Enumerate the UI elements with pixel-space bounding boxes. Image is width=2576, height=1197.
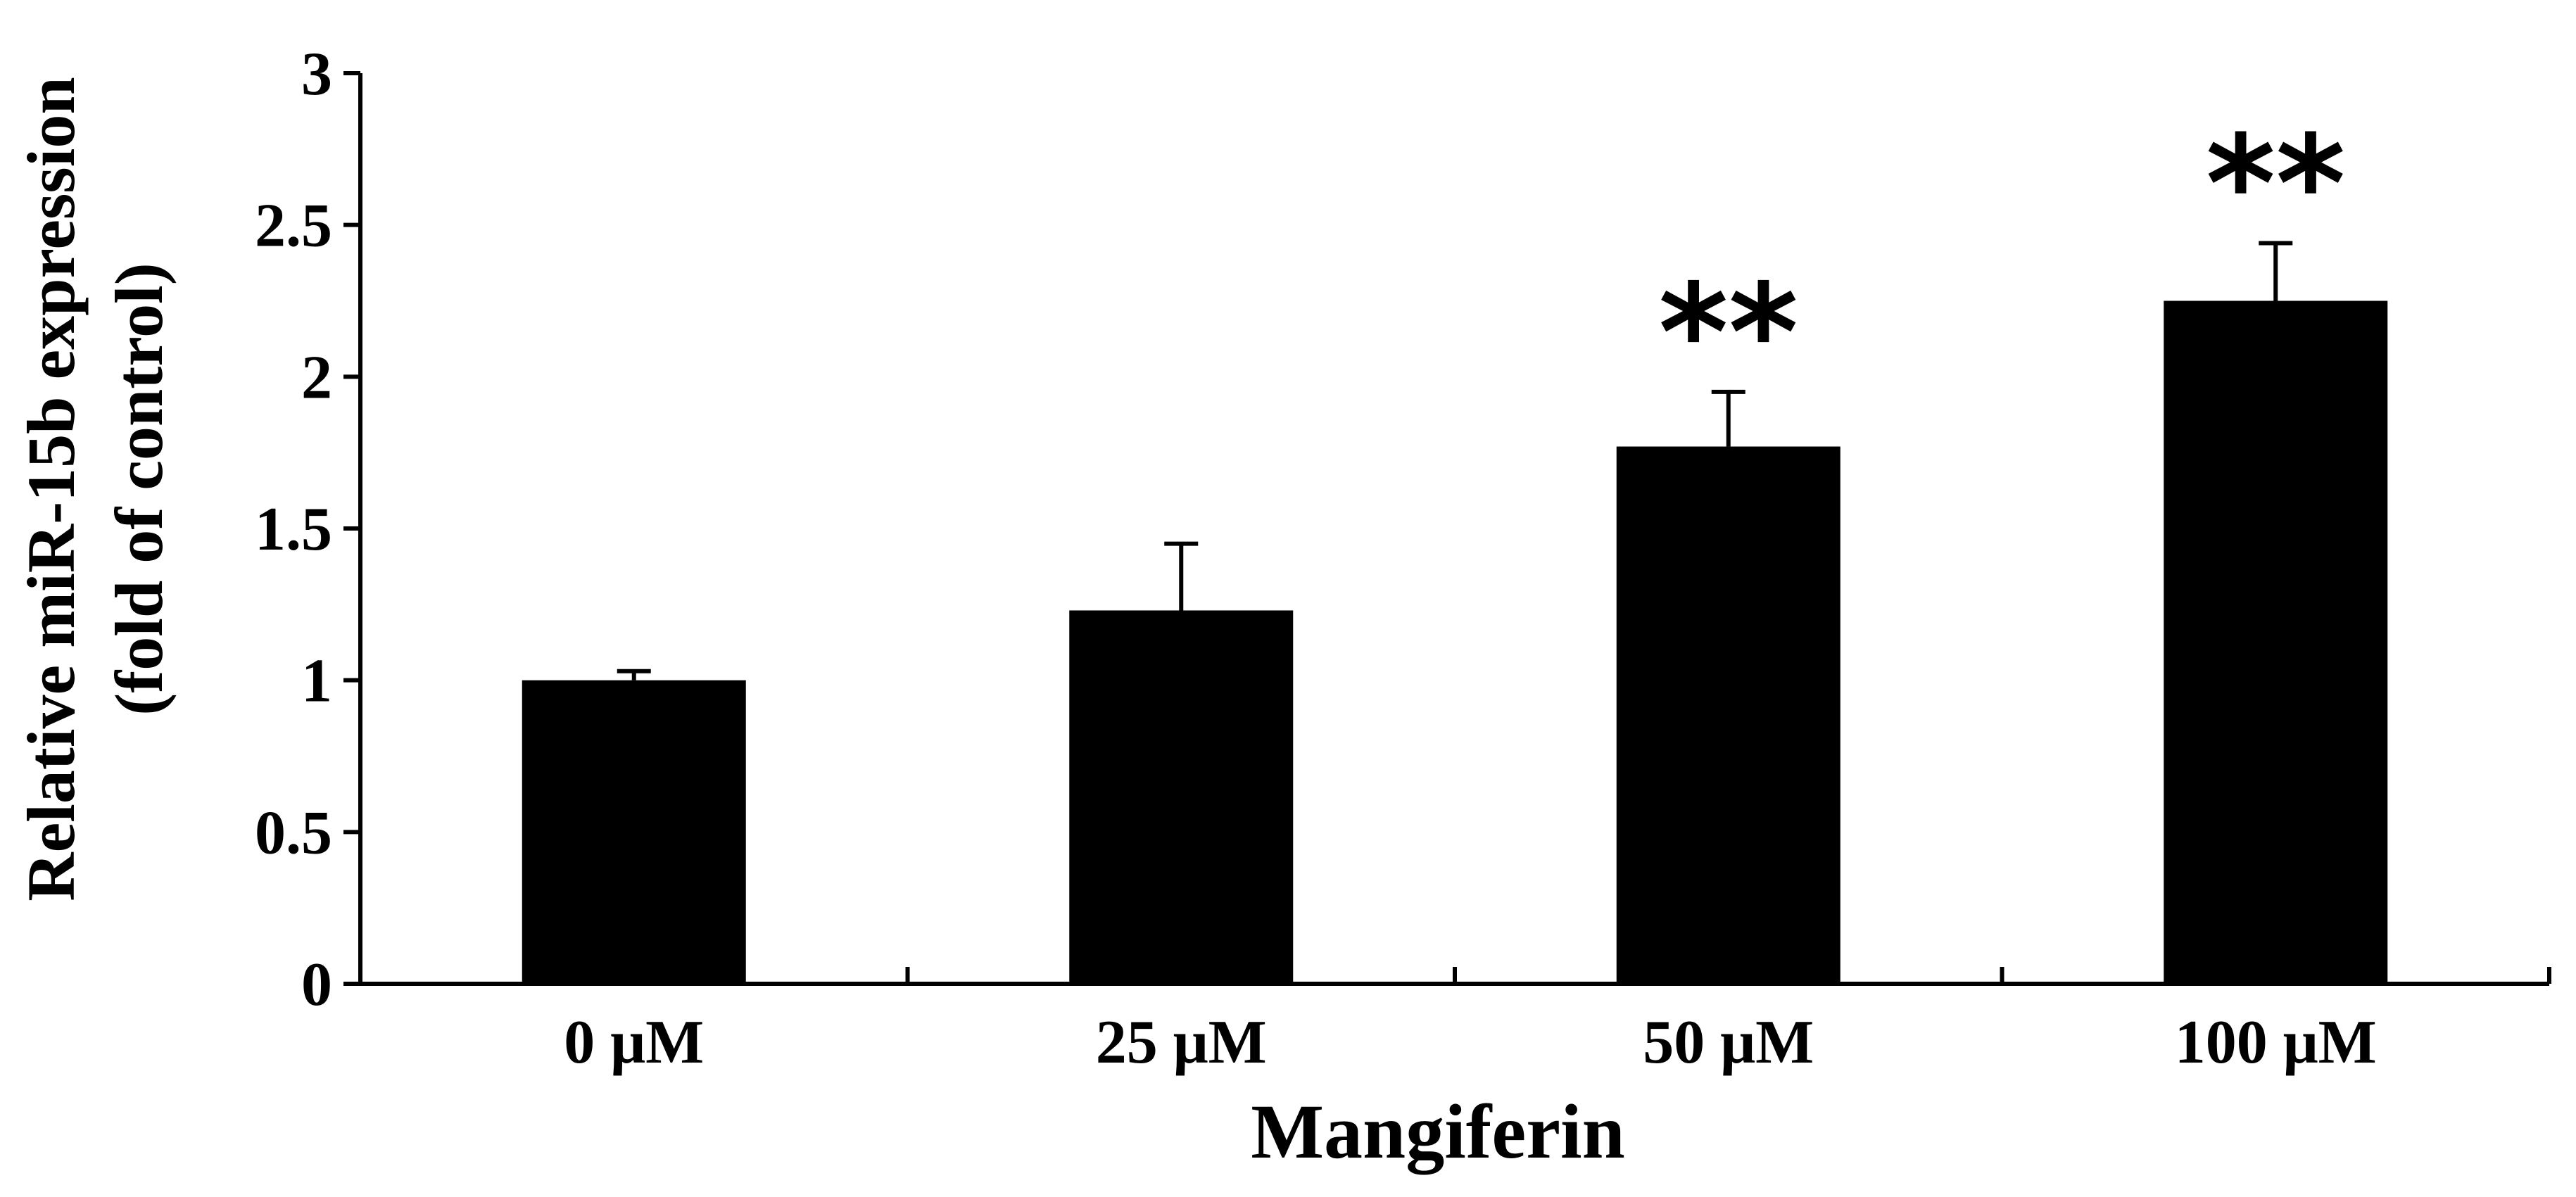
x-tick-label: 0 μM [564, 1008, 704, 1077]
bar [1069, 610, 1294, 984]
x-tick-label: 100 μM [2175, 1008, 2377, 1077]
error-bars-group [617, 241, 2293, 680]
y-axis-label: Relative miR-15b expression (fold of con… [13, 77, 177, 901]
y-tick-label: 1 [301, 647, 332, 716]
bar [1616, 446, 1841, 984]
y-ticks-group: 0 0.5 1 1.5 2 2.5 3 [255, 40, 360, 1019]
x-ticks-group: 0 μM 25 μM 50 μM 100 μM [564, 967, 2551, 1077]
significance-marker: ** [2206, 107, 2346, 262]
significance-annotations: ** ** [1658, 107, 2345, 411]
y-tick-label: 2 [301, 343, 332, 412]
bar [522, 680, 746, 984]
x-axis-label: Mangiferin [1251, 1089, 1625, 1174]
y-axis-label-line1: Relative miR-15b expression [13, 77, 89, 901]
y-tick-label: 1.5 [255, 495, 332, 564]
x-tick-label: 50 μM [1643, 1008, 1814, 1077]
significance-marker: ** [1658, 255, 1798, 411]
y-axis-label-line2: (fold of control) [101, 262, 177, 715]
x-tick-label: 25 μM [1096, 1008, 1267, 1077]
y-tick-label: 2.5 [255, 192, 332, 260]
bar [2164, 300, 2388, 984]
bars-group [522, 300, 2388, 984]
y-tick-label: 3 [301, 40, 332, 108]
y-tick-label: 0.5 [255, 799, 332, 867]
y-tick-label: 0 [301, 951, 332, 1019]
